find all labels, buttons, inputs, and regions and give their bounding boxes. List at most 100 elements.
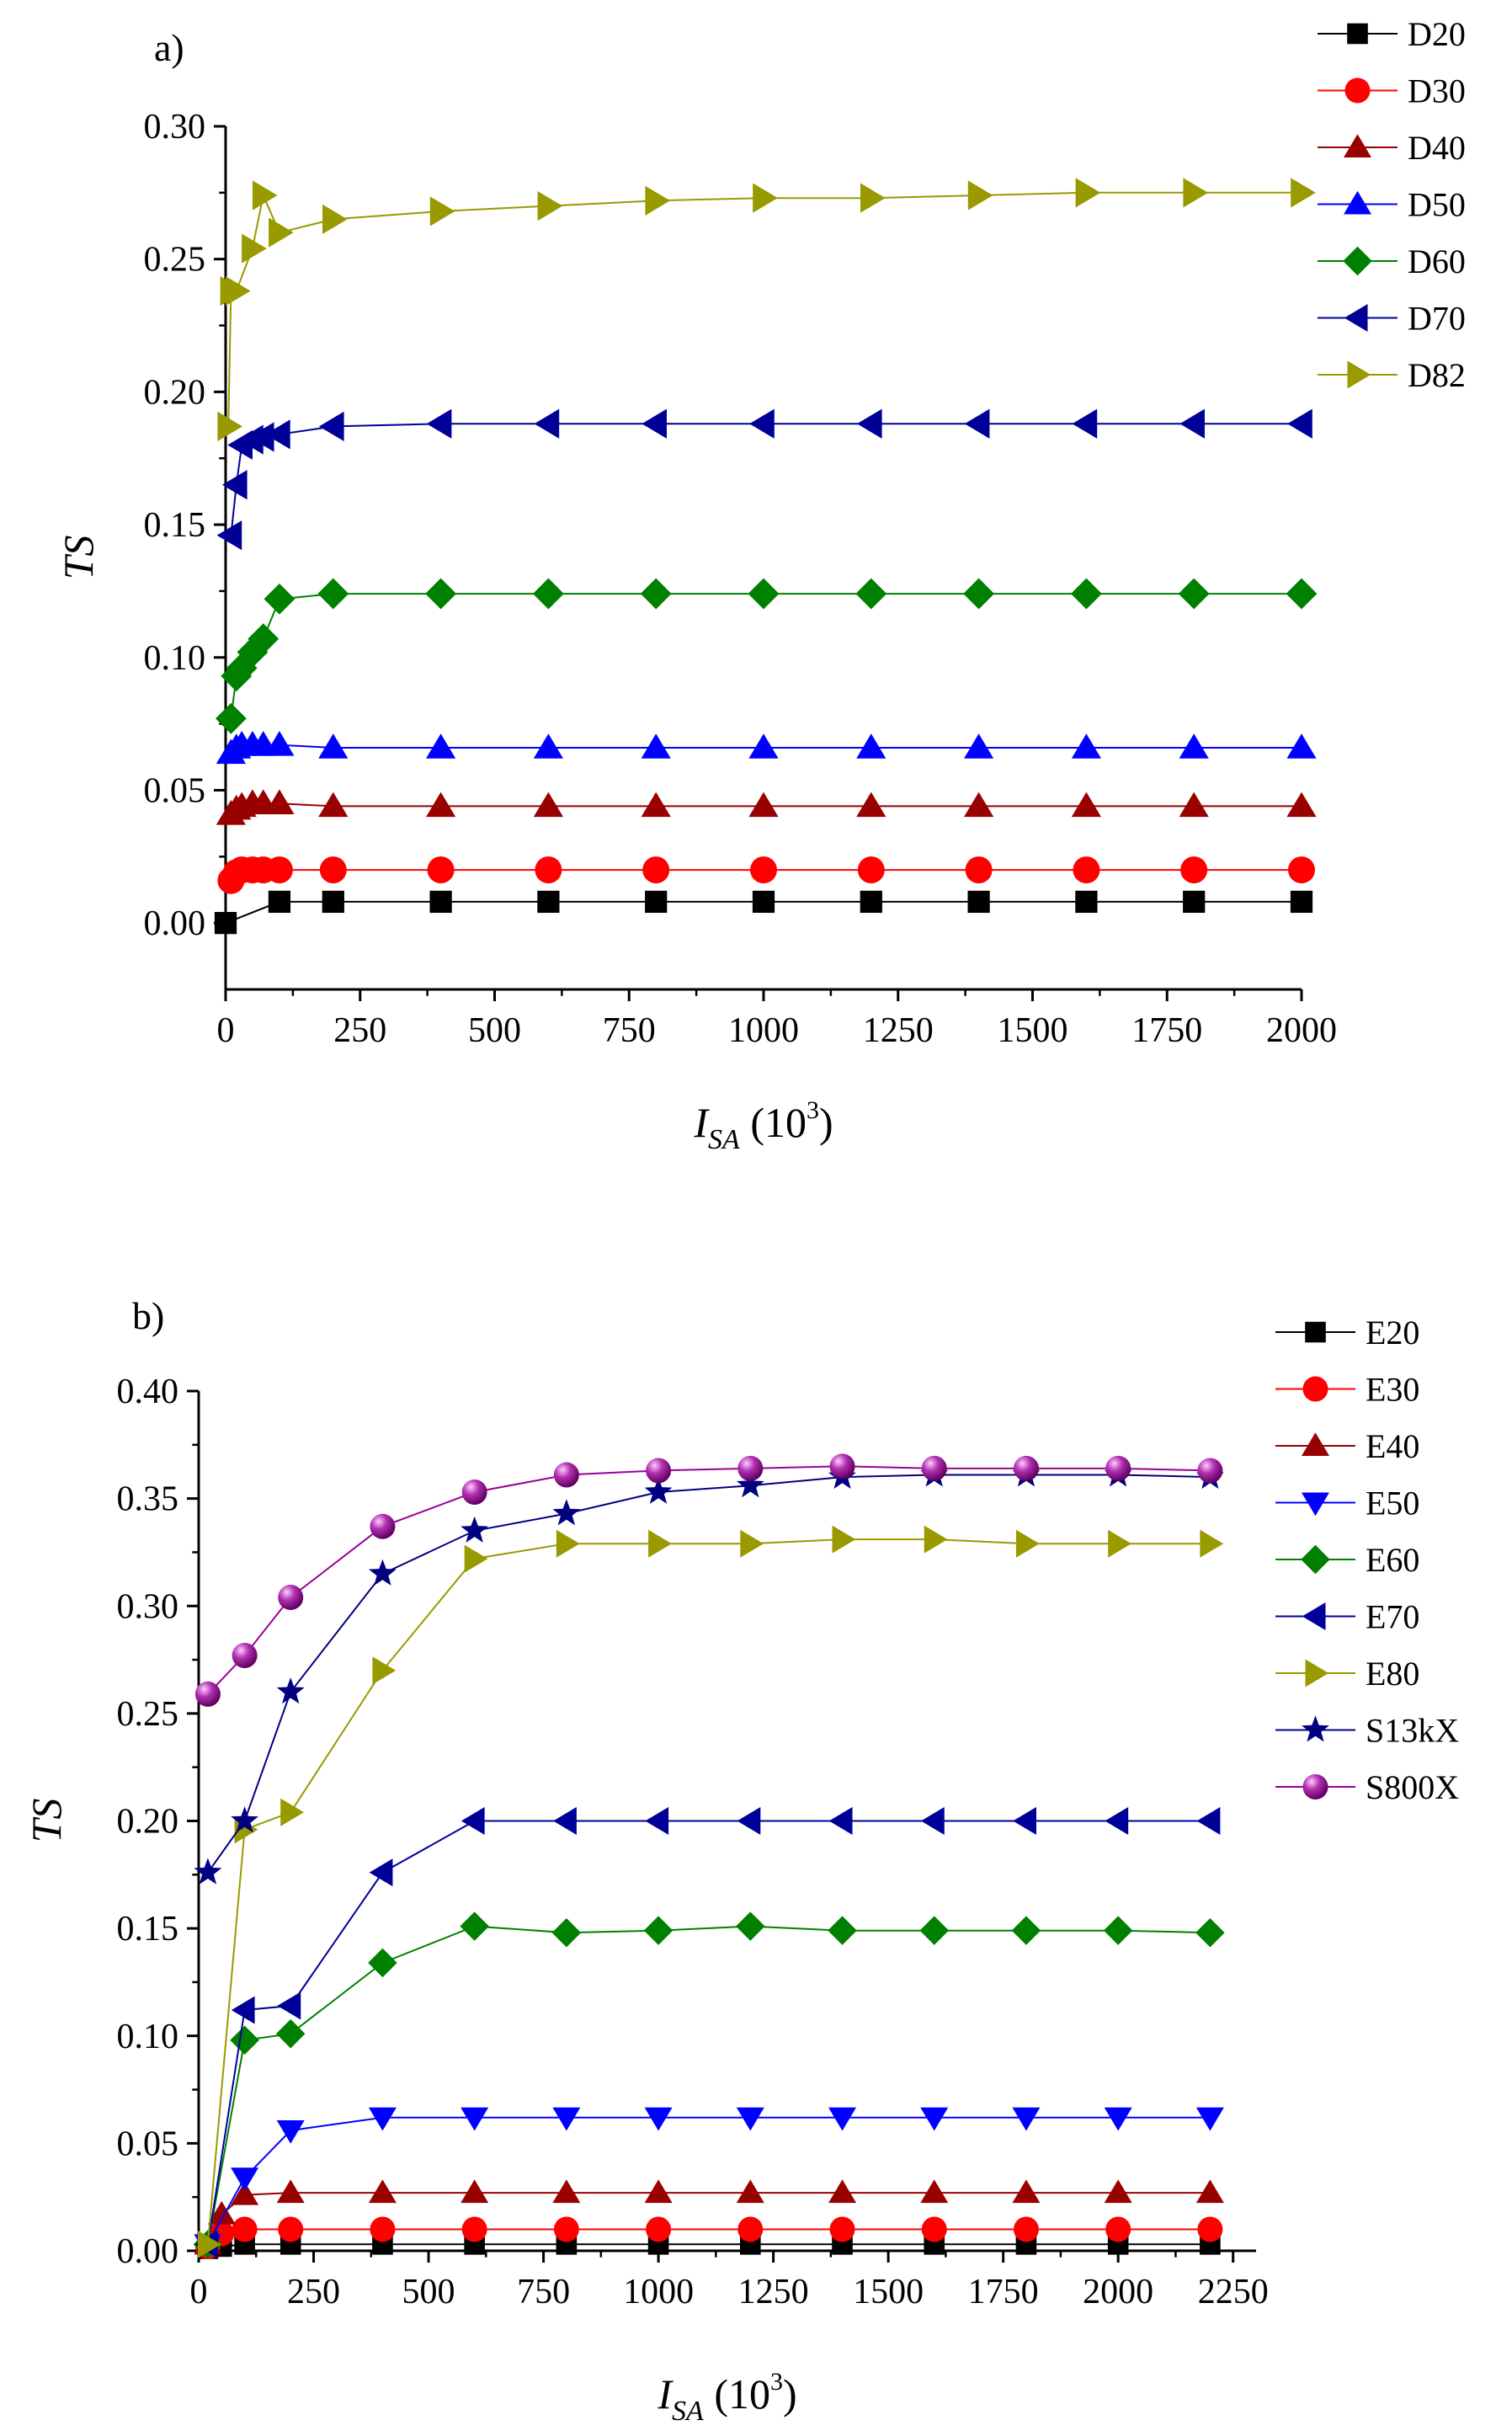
data-point-E40 (276, 2179, 305, 2204)
y-tick-label: 0.10 (144, 639, 206, 678)
data-point-D82 (429, 196, 455, 227)
legend-marker-D50 (1344, 190, 1371, 215)
data-point-E60 (230, 2025, 259, 2055)
data-point-E70 (737, 1807, 761, 1835)
x-tick-label: 2000 (1083, 2273, 1153, 2311)
data-point-E50 (1104, 2107, 1132, 2131)
x-tick-label: 500 (402, 2273, 455, 2311)
data-point-E50 (920, 2107, 949, 2131)
series-line-D82 (227, 191, 1302, 427)
series-D20 (214, 890, 1313, 935)
data-point-E60 (736, 1911, 765, 1941)
legend-label-D70: D70 (1408, 300, 1466, 338)
y-tick-label: 0.00 (117, 2232, 179, 2271)
data-point-E70 (369, 1858, 393, 1887)
data-point-E80 (1108, 1529, 1131, 1558)
legend-label-S13kX: S13kX (1366, 1712, 1459, 1750)
y-tick-label: 0.20 (117, 1803, 179, 1842)
x-axis-title-sub: SA (708, 1124, 740, 1155)
x-axis-title-close: ) (819, 1099, 833, 1146)
data-point-D30 (1288, 856, 1315, 884)
legend-label-D30: D30 (1408, 72, 1466, 110)
data-point-D70 (1287, 408, 1312, 439)
data-point-D82 (252, 180, 278, 211)
legend-label-S800X: S800X (1366, 1768, 1459, 1806)
data-point-E80 (1015, 1529, 1040, 1558)
x-axis-title-unit: (10 (704, 2370, 770, 2418)
data-point-D50 (426, 733, 456, 759)
data-point-E50 (1012, 2107, 1041, 2131)
data-point-E40 (1012, 2179, 1041, 2204)
data-point-S800X (829, 1453, 855, 1479)
x-tick-label: 750 (517, 2273, 570, 2311)
y-tick-label: 0.20 (144, 373, 206, 412)
series-D40 (216, 789, 1317, 825)
x-axis-title: ISA (103) (693, 1096, 833, 1155)
legend-marker-D30 (1344, 77, 1371, 104)
series-D50 (216, 731, 1317, 765)
legend-marker-E30 (1302, 1376, 1328, 1402)
x-tick-label: 250 (333, 1011, 386, 1050)
x-axis-title-exp: 3 (807, 1096, 819, 1124)
data-point-D40 (748, 792, 779, 818)
data-point-D50 (964, 733, 994, 759)
x-tick-label: 250 (287, 2273, 340, 2311)
data-point-E60 (643, 1916, 673, 1945)
data-point-D40 (1071, 792, 1101, 818)
legend-label-D50: D50 (1408, 186, 1466, 224)
legend-label-E20: E20 (1366, 1314, 1419, 1351)
data-point-D30 (265, 856, 293, 884)
x-tick-label: 2000 (1266, 1011, 1337, 1050)
legend-entry-E50: E50 (1275, 1485, 1419, 1522)
data-point-E40 (1104, 2179, 1132, 2204)
data-point-D82 (645, 185, 670, 216)
legend-label-D60: D60 (1408, 243, 1466, 280)
legend-entry-D40: D40 (1318, 129, 1466, 167)
data-point-E70 (1105, 1807, 1129, 1835)
data-point-E60 (275, 2018, 306, 2049)
data-point-D70 (749, 408, 775, 439)
y-axis-title: TS (55, 536, 102, 580)
data-point-E50 (1195, 2107, 1224, 2131)
y-tick-label: 0.25 (117, 1695, 179, 1734)
series-E20 (197, 2234, 1221, 2259)
x-axis-title-main: I (693, 1099, 710, 1146)
data-point-S13kX (276, 1677, 305, 1704)
data-point-E30 (829, 2216, 855, 2242)
legend-entry-S800X: S800X (1275, 1768, 1459, 1806)
data-point-D40 (641, 792, 671, 818)
series-line-E60 (206, 1925, 1211, 2245)
y-tick-label: 0.15 (117, 1910, 179, 1949)
legend-label-E80: E80 (1366, 1655, 1419, 1693)
legend-marker-D40 (1344, 134, 1371, 157)
x-tick-label: 500 (468, 1011, 521, 1050)
legend-label-D20: D20 (1408, 15, 1466, 53)
series-line-S13kX (207, 1474, 1211, 1874)
series-line-D70 (230, 423, 1302, 536)
data-point-S800X (194, 1681, 221, 1707)
data-point-D82 (322, 204, 348, 234)
y-tick-label: 0.10 (117, 2018, 179, 2056)
data-point-E40 (1195, 2179, 1224, 2204)
data-point-D82 (1075, 178, 1101, 208)
data-point-D60 (855, 578, 887, 610)
data-point-D30 (642, 856, 670, 884)
legend-marker-E50 (1302, 1492, 1329, 1517)
y-tick-label: 0.40 (117, 1373, 179, 1411)
x-tick-label: 2250 (1198, 2273, 1269, 2311)
data-point-E70 (553, 1807, 577, 1835)
x-axis-title-close: ) (783, 2370, 797, 2418)
y-tick-label: 0.25 (144, 241, 206, 280)
data-point-S13kX (644, 1477, 673, 1504)
data-point-E80 (280, 1798, 304, 1826)
data-point-E50 (231, 2167, 259, 2191)
series-line-E70 (206, 1820, 1211, 2245)
data-point-D30 (1073, 856, 1100, 884)
data-point-D50 (533, 733, 563, 759)
data-point-D30 (750, 856, 777, 884)
series-E40 (194, 2179, 1224, 2255)
data-point-E30 (232, 2216, 258, 2242)
data-point-D20 (1183, 890, 1206, 914)
data-point-D82 (269, 217, 294, 248)
